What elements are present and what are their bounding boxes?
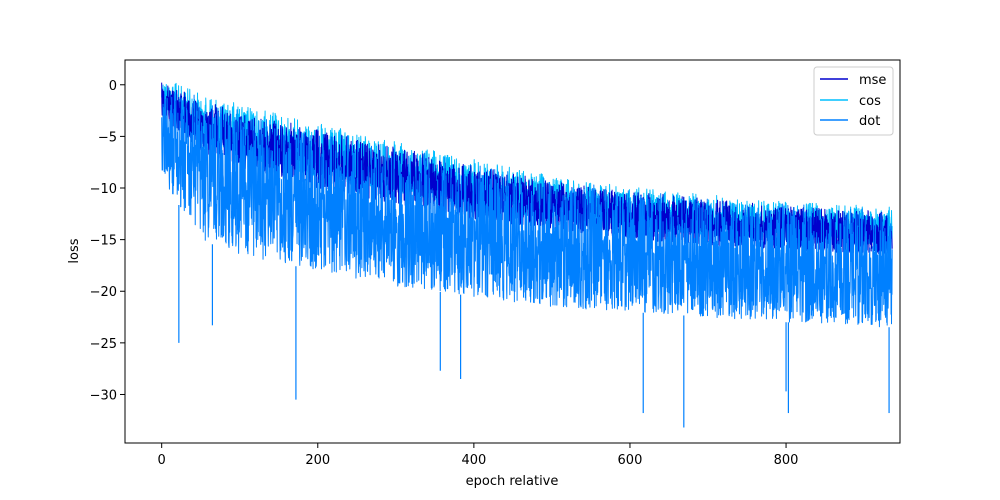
y-axis-title: loss (67, 238, 82, 263)
x-tick-label: 400 (461, 453, 486, 468)
series-line-dot (161, 91, 893, 328)
y-axis-ticks: 0 −5 −10 −15 −20 −25 −30 (90, 79, 125, 403)
legend-label-cos: cos (859, 94, 881, 109)
legend-box (813, 66, 894, 136)
y-tick-label: −15 (90, 234, 117, 249)
legend-label-mse: mse (859, 73, 886, 88)
x-tick-label: 0 (158, 453, 166, 468)
x-axis-title: epoch relative (466, 474, 559, 489)
y-tick-label: −30 (90, 388, 117, 403)
plot-area (161, 82, 893, 428)
x-tick-label: 800 (774, 453, 799, 468)
y-tick-label: 0 (109, 79, 117, 94)
legend: mse cos dot (813, 66, 894, 136)
axes-frame (124, 59, 901, 444)
x-axis-ticks: 0 200 400 600 800 (158, 443, 799, 468)
x-tick-label: 600 (618, 453, 643, 468)
y-tick-label: −5 (98, 130, 117, 145)
legend-label-dot: dot (859, 114, 880, 129)
x-tick-label: 200 (305, 453, 330, 468)
y-tick-label: −25 (90, 337, 117, 352)
y-tick-label: −20 (90, 285, 117, 300)
y-tick-label: −10 (90, 182, 117, 197)
